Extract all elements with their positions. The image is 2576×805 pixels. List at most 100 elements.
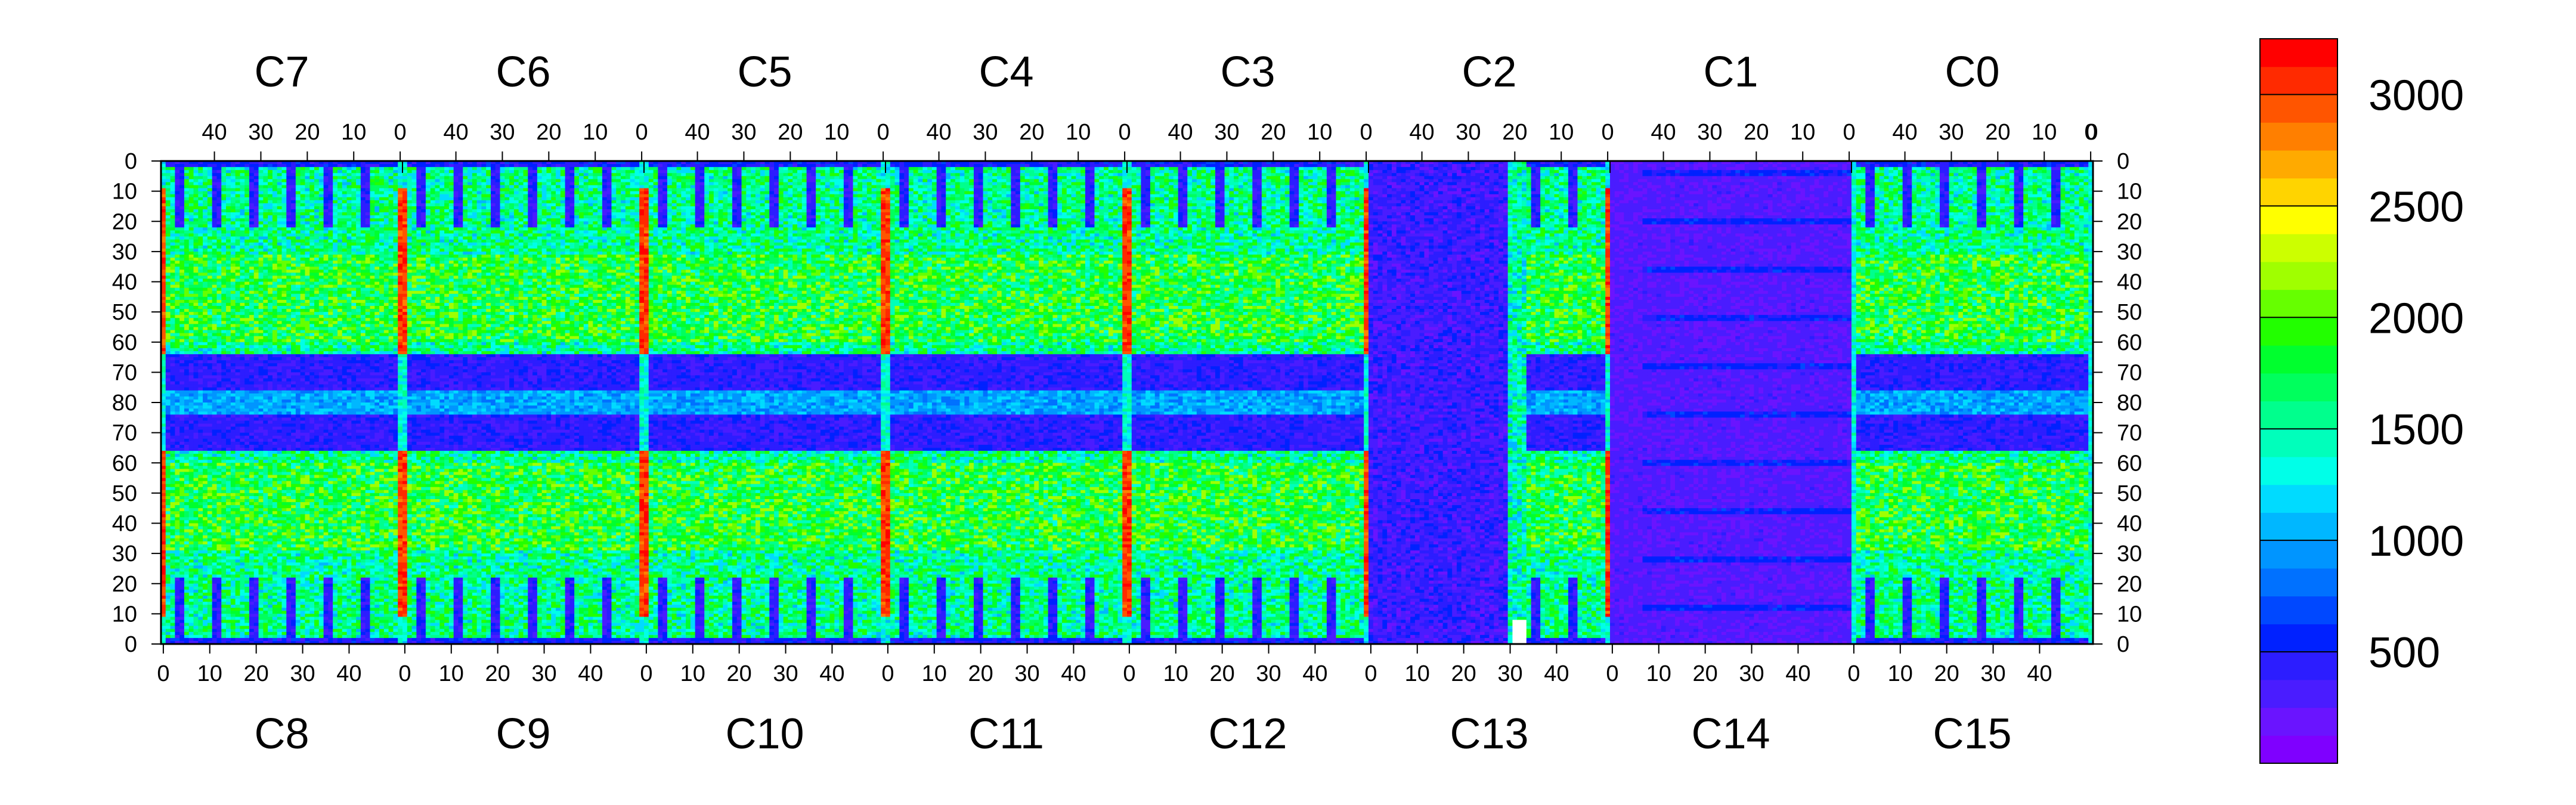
- heatmap-cell: [221, 366, 226, 370]
- heatmap-cell: [259, 611, 264, 614]
- heatmap-cell: [179, 423, 184, 427]
- heatmap-cell: [203, 291, 208, 295]
- heatmap-cell: [198, 167, 203, 171]
- heatmap-cell: [236, 327, 240, 330]
- heatmap-cell: [212, 581, 217, 584]
- heatmap-cell: [254, 445, 259, 448]
- heatmap-cell: [175, 527, 179, 530]
- heatmap-cell: [254, 463, 259, 466]
- heatmap-cell: [189, 218, 194, 222]
- heatmap-cell: [231, 454, 236, 457]
- heatmap-cell: [231, 520, 236, 524]
- heatmap-cell: [240, 261, 244, 264]
- heatmap-cell: [212, 191, 217, 195]
- heatmap-cell: [240, 224, 244, 228]
- heatmap-cell: [179, 270, 184, 273]
- heatmap-cell: [226, 327, 231, 330]
- heatmap-cell: [236, 496, 240, 500]
- heatmap-cell: [179, 493, 184, 497]
- heatmap-cell: [171, 463, 175, 466]
- heatmap-cell: [240, 514, 244, 518]
- heatmap-cell: [231, 565, 236, 569]
- heatmap-cell: [231, 508, 236, 512]
- heatmap-cell: [189, 258, 194, 261]
- heatmap-cell: [194, 291, 199, 295]
- heatmap-cell: [171, 547, 175, 551]
- heatmap-cell: [221, 581, 226, 584]
- heatmap-cell: [166, 185, 171, 189]
- heatmap-cell: [212, 472, 217, 475]
- heatmap-cell: [240, 306, 244, 309]
- heatmap-cell: [171, 170, 175, 174]
- heatmap-cell: [212, 218, 217, 222]
- heatmap-cell: [184, 324, 189, 327]
- heatmap-cell: [198, 203, 203, 207]
- heatmap-cell: [171, 475, 175, 479]
- heatmap-cell: [216, 575, 221, 578]
- heatmap-cell: [240, 252, 244, 255]
- heatmap-cell: [226, 590, 231, 593]
- heatmap-cell: [216, 626, 221, 630]
- heatmap-cell: [254, 333, 259, 337]
- heatmap-cell: [249, 463, 254, 466]
- heatmap-cell: [194, 532, 199, 536]
- heatmap-cell: [189, 454, 194, 457]
- heatmap-cell: [212, 348, 217, 352]
- heatmap-cell: [179, 578, 184, 581]
- heatmap-cell: [203, 527, 208, 530]
- heatmap-cell: [231, 575, 236, 578]
- heatmap-cell: [189, 457, 194, 460]
- heatmap-cell: [259, 188, 264, 192]
- heatmap-cell: [203, 584, 208, 587]
- heatmap-cell: [179, 559, 184, 563]
- heatmap-cell: [240, 176, 244, 179]
- heatmap-cell: [203, 417, 208, 421]
- heatmap-cell: [240, 324, 244, 327]
- heatmap-cell: [249, 411, 254, 415]
- heatmap-cell: [236, 481, 240, 485]
- heatmap-cell: [175, 405, 179, 409]
- heatmap-cell: [240, 375, 244, 379]
- heatmap-cell: [240, 629, 244, 633]
- heatmap-cell: [244, 584, 249, 587]
- heatmap-cell: [171, 258, 175, 261]
- heatmap-cell: [236, 433, 240, 436]
- heatmap-cell: [198, 400, 203, 403]
- heatmap-cell: [194, 448, 199, 451]
- heatmap-cell: [179, 209, 184, 213]
- heatmap-cell: [166, 300, 171, 304]
- heatmap-cell: [166, 532, 171, 536]
- heatmap-cell: [226, 584, 231, 587]
- heatmap-cell: [254, 568, 259, 572]
- heatmap-cell: [179, 182, 184, 185]
- heatmap-cell: [194, 578, 199, 581]
- heatmap-cell: [249, 176, 254, 179]
- heatmap-cell: [179, 397, 184, 400]
- heatmap-cell: [236, 430, 240, 434]
- heatmap-cell: [254, 420, 259, 424]
- heatmap-cell: [221, 164, 226, 168]
- heatmap-cell: [231, 611, 236, 614]
- heatmap-cell: [216, 170, 221, 174]
- heatmap-cell: [171, 490, 175, 494]
- heatmap-cell: [194, 493, 199, 497]
- heatmap-cell: [203, 249, 208, 252]
- heatmap-cell: [244, 490, 249, 494]
- heatmap-cell: [254, 197, 259, 201]
- heatmap-cell: [194, 460, 199, 463]
- heatmap-cell: [166, 227, 171, 231]
- heatmap-cell: [166, 179, 171, 182]
- heatmap-cell: [179, 318, 184, 321]
- heatmap-cell: [171, 218, 175, 222]
- heatmap-cell: [179, 417, 184, 421]
- heatmap-cell: [198, 312, 203, 315]
- heatmap-cell: [259, 556, 264, 560]
- heatmap-cell: [249, 511, 254, 515]
- heatmap-cell: [189, 300, 194, 304]
- heatmap-cell: [212, 372, 217, 376]
- heatmap-cell: [216, 572, 221, 575]
- heatmap-cell: [175, 514, 179, 518]
- heatmap-cell: [184, 379, 189, 382]
- heatmap-cell: [212, 505, 217, 509]
- heatmap-cell: [259, 475, 264, 479]
